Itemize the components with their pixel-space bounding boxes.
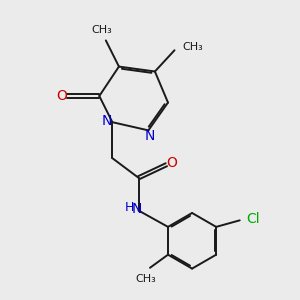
Text: O: O <box>166 156 177 170</box>
Text: O: O <box>56 89 67 103</box>
Text: N: N <box>145 129 155 143</box>
Text: N: N <box>101 114 112 128</box>
Text: Cl: Cl <box>246 212 260 226</box>
Text: N: N <box>132 202 142 216</box>
Text: H: H <box>125 201 134 214</box>
Text: CH₃: CH₃ <box>183 42 203 52</box>
Text: CH₃: CH₃ <box>136 274 156 284</box>
Text: CH₃: CH₃ <box>92 25 112 34</box>
